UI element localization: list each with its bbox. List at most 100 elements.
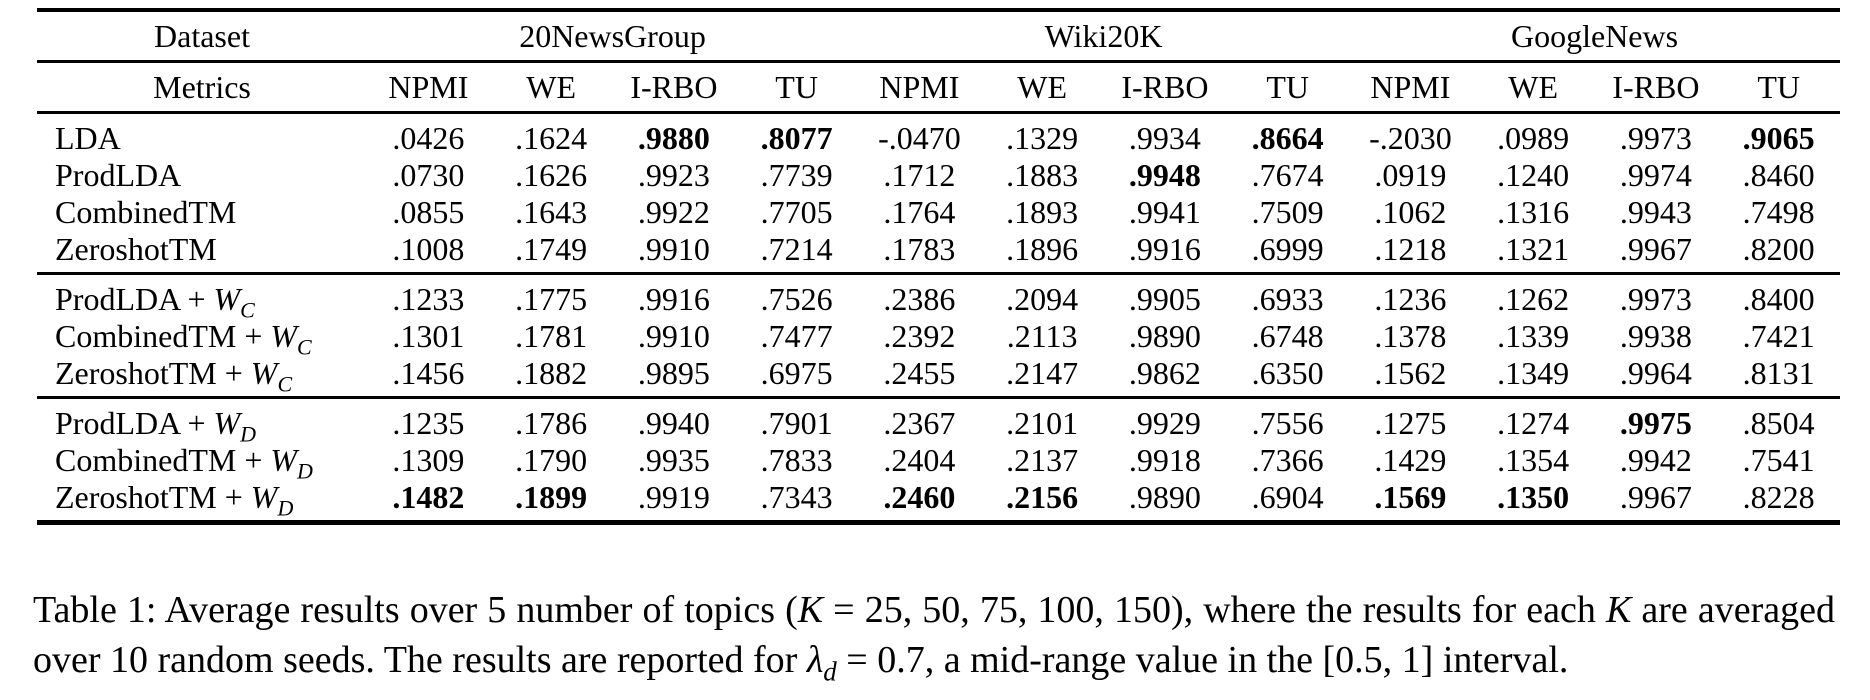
metric-value-cell: .9974: [1619, 157, 1692, 193]
dataset-label: Dataset: [154, 17, 250, 54]
metric-value-cell: .0919: [1374, 157, 1447, 193]
metric-value-cell: .9905: [1128, 281, 1201, 317]
metric-value-cell: .1218: [1374, 231, 1447, 267]
metric-value-cell: .9890: [1128, 318, 1201, 354]
math-variable: W: [250, 479, 278, 515]
metric-value-cell: -.2030: [1369, 120, 1452, 156]
metric-value-cell: .9910: [637, 318, 710, 354]
metric-value-cell: .1378: [1374, 318, 1447, 354]
metric-header-we: WE: [1508, 68, 1559, 105]
metric-value-cell: .7421: [1742, 318, 1815, 354]
metric-value-cell: .8228: [1742, 479, 1815, 515]
metric-value-cell: .6904: [1251, 479, 1324, 515]
metric-value-cell: .7366: [1251, 442, 1324, 478]
metric-value-cell: .7541: [1742, 442, 1815, 478]
metric-value-cell: .9929: [1128, 405, 1201, 441]
metric-value-cell: .9890: [1128, 479, 1201, 515]
metric-value-cell: .1429: [1374, 442, 1447, 478]
metric-value-cell: .1882: [515, 355, 588, 391]
table-row: LDA .0426 .1624 .9880 .8077 -.0470 .1329 .9934.…: [37, 113, 1840, 158]
group-header-googlenews: GoogleNews: [1510, 17, 1679, 54]
metric-value-cell: .1764: [883, 194, 956, 230]
metric-value-cell: .1274: [1497, 405, 1570, 441]
metric-value-cell: .1456: [392, 355, 465, 391]
metric-value-cell: .9065: [1742, 120, 1815, 156]
metric-value-cell: .1781: [515, 318, 588, 354]
metric-value-cell: .9916: [637, 281, 710, 317]
model-name-cell: ProdLDA + WD: [55, 405, 257, 447]
metric-value-cell: .6350: [1251, 355, 1324, 391]
table-row: CombinedTM + WD .1309 .1790 .9935 .7833 .2404…: [37, 442, 1840, 482]
metric-value-cell: .9943: [1619, 194, 1692, 230]
metrics-label: Metrics: [153, 68, 251, 105]
metric-value-cell: .2147: [1006, 355, 1079, 391]
metric-value-cell: .1482: [392, 479, 465, 515]
table-row: ProdLDA + WD .1235 .1786 .9940 .7901 .2367 .21…: [37, 398, 1840, 447]
metric-value-cell: .9941: [1128, 194, 1201, 230]
metric-value-cell: .2460: [883, 479, 956, 515]
math-variable: W: [250, 355, 278, 391]
metric-value-cell: .1775: [515, 281, 588, 317]
table-row: ZeroshotTM + WC .1456 .1882 .9895 .6975 .2455…: [37, 355, 1840, 398]
metric-value-cell: .7477: [760, 318, 833, 354]
math-variable: W: [213, 281, 241, 317]
table-row: ProdLDA .0730 .1626 .9923 .7739 .1712 .1883 .99…: [37, 157, 1840, 194]
metric-value-cell: .9895: [637, 355, 710, 391]
metric-value-cell: .1008: [392, 231, 465, 267]
metric-value-cell: .1321: [1497, 231, 1570, 267]
metric-header-npmi: NPMI: [879, 68, 960, 105]
metric-value-cell: .2113: [1006, 318, 1078, 354]
metric-header-we: WE: [526, 68, 576, 105]
metric-value-cell: .9910: [637, 231, 710, 267]
metric-value-cell: .9923: [637, 157, 710, 193]
model-name-cell: LDA: [55, 120, 121, 156]
metric-value-cell: .1786: [515, 405, 588, 441]
metric-value-cell: .1349: [1497, 355, 1570, 391]
metric-value-cell: .7556: [1251, 405, 1324, 441]
metric-value-cell: .1883: [1006, 157, 1079, 193]
table-row: CombinedTM + WC .1301 .1781 .9910 .7477 .2392…: [37, 318, 1840, 360]
metric-header-i-rbo: I-RBO: [630, 68, 718, 105]
group-header-20newsgroup: 20NewsGroup: [519, 17, 706, 54]
metric-value-cell: .2455: [883, 355, 956, 391]
metric-value-cell: .1301: [392, 318, 465, 354]
metric-value-cell: .7498: [1742, 194, 1815, 230]
metric-header-tu: TU: [1757, 68, 1800, 105]
metric-value-cell: .7509: [1251, 194, 1324, 230]
metrics-header-row: Metrics NPMI WE I-RBO TU NPMI WE I-RBO TU NPMI WE…: [37, 62, 1841, 113]
table-caption: Table 1: Average results over 5 number o…: [33, 585, 1835, 685]
model-name-cell: CombinedTM + WC: [55, 318, 312, 360]
metric-value-cell: .9967: [1619, 479, 1692, 515]
math-subscript: C: [240, 297, 255, 323]
metric-value-cell: .6999: [1251, 231, 1324, 267]
model-name-cell: ProdLDA + WC: [55, 281, 255, 323]
metric-value-cell: .9964: [1619, 355, 1692, 391]
metric-value-cell: .1339: [1497, 318, 1570, 354]
metric-value-cell: .1896: [1006, 231, 1079, 267]
metric-value-cell: .7901: [760, 405, 833, 441]
table-row: CombinedTM .0855 .1643 .9922 .7705 .1764 .1893…: [37, 194, 1840, 231]
caption-text: are averaged over 10 random seeds. The r…: [33, 589, 1835, 682]
metric-value-cell: .9948: [1128, 157, 1201, 193]
metric-header-tu: TU: [1266, 68, 1309, 105]
metric-value-cell: .8664: [1251, 120, 1324, 156]
results-table: Dataset 20NewsGroup Wiki20K GoogleNews M…: [37, 8, 1841, 525]
metric-value-cell: .1712: [883, 157, 956, 193]
metric-value-cell: .8200: [1742, 231, 1815, 267]
metric-value-cell: .7833: [760, 442, 833, 478]
metric-value-cell: .9973: [1619, 120, 1692, 156]
caption-math-variable: K: [1605, 589, 1632, 631]
metric-value-cell: .9935: [637, 442, 710, 478]
metric-value-cell: .1236: [1374, 281, 1447, 317]
metric-value-cell: .1626: [515, 157, 588, 193]
model-name-cell: ZeroshotTM + WC: [55, 355, 293, 397]
metric-header-npmi: NPMI: [388, 68, 469, 105]
metric-value-cell: .9938: [1619, 318, 1692, 354]
metric-value-cell: .1790: [515, 442, 588, 478]
metric-header-i-rbo: I-RBO: [1612, 68, 1700, 105]
metric-value-cell: .1749: [515, 231, 588, 267]
metric-value-cell: .1062: [1374, 194, 1447, 230]
caption-text: = 0.7, a mid-range value in the [0.5, 1]…: [836, 639, 1569, 682]
table-row: ZeroshotTM + WD .1482 .1899 .9919 .7343 .2460…: [37, 479, 1840, 523]
